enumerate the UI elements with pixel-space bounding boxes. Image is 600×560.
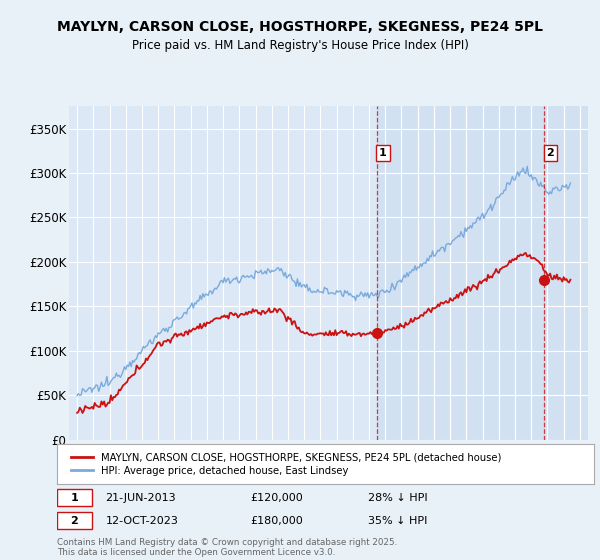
Text: 35% ↓ HPI: 35% ↓ HPI	[368, 516, 428, 525]
Text: 2: 2	[547, 148, 554, 158]
Text: £120,000: £120,000	[250, 493, 303, 502]
Text: £180,000: £180,000	[250, 516, 303, 525]
Legend: MAYLYN, CARSON CLOSE, HOGSTHORPE, SKEGNESS, PE24 5PL (detached house), HPI: Aver: MAYLYN, CARSON CLOSE, HOGSTHORPE, SKEGNE…	[67, 449, 506, 480]
Text: 28% ↓ HPI: 28% ↓ HPI	[368, 493, 428, 502]
Text: MAYLYN, CARSON CLOSE, HOGSTHORPE, SKEGNESS, PE24 5PL: MAYLYN, CARSON CLOSE, HOGSTHORPE, SKEGNE…	[57, 20, 543, 34]
Text: Price paid vs. HM Land Registry's House Price Index (HPI): Price paid vs. HM Land Registry's House …	[131, 39, 469, 52]
Text: 12-OCT-2023: 12-OCT-2023	[106, 516, 178, 525]
Text: Contains HM Land Registry data © Crown copyright and database right 2025.
This d: Contains HM Land Registry data © Crown c…	[57, 538, 397, 557]
Text: 21-JUN-2013: 21-JUN-2013	[106, 493, 176, 502]
Text: 1: 1	[71, 493, 79, 502]
FancyBboxPatch shape	[57, 512, 92, 529]
Text: 2: 2	[71, 516, 79, 525]
Text: 1: 1	[379, 148, 387, 158]
Bar	[377, 106, 588, 440]
FancyBboxPatch shape	[57, 489, 92, 506]
